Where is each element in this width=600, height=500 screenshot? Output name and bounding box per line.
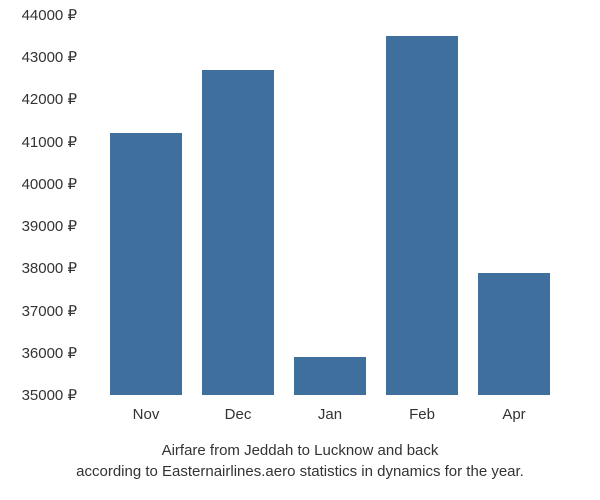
y-tick-label: 39000 ₽ <box>22 217 77 235</box>
y-tick-label: 42000 ₽ <box>22 90 77 108</box>
y-tick-label: 43000 ₽ <box>22 48 77 66</box>
bar <box>386 36 458 395</box>
y-tick-label: 37000 ₽ <box>22 302 77 320</box>
x-tick-label: Feb <box>386 400 458 430</box>
caption-line-2: according to Easternairlines.aero statis… <box>76 463 524 480</box>
x-tick-label: Nov <box>110 400 182 430</box>
bar <box>294 357 366 395</box>
plot-area <box>90 15 570 395</box>
bar <box>478 273 550 395</box>
bars-group <box>90 15 570 395</box>
y-tick-label: 35000 ₽ <box>22 386 77 404</box>
chart-caption: Airfare from Jeddah to Lucknow and back … <box>0 440 600 482</box>
x-tick-label: Apr <box>478 400 550 430</box>
y-tick-label: 36000 ₽ <box>22 344 77 362</box>
y-tick-label: 38000 ₽ <box>22 259 77 277</box>
x-tick-label: Dec <box>202 400 274 430</box>
y-tick-label: 41000 ₽ <box>22 133 77 151</box>
x-axis: Nov Dec Jan Feb Apr <box>90 400 570 430</box>
y-axis: 35000 ₽36000 ₽37000 ₽38000 ₽39000 ₽40000… <box>0 15 85 395</box>
y-tick-label: 44000 ₽ <box>22 6 77 24</box>
chart-container: 35000 ₽ 36000 ₽ 37000 ₽ 38000 ₽ 39000 ₽ 40000… <box>0 0 600 500</box>
bar <box>110 133 182 395</box>
bar <box>202 70 274 395</box>
y-tick-label: 40000 ₽ <box>22 175 77 193</box>
caption-line-1: Airfare from Jeddah to Lucknow and back <box>162 442 439 459</box>
x-tick-label: Jan <box>294 400 366 430</box>
